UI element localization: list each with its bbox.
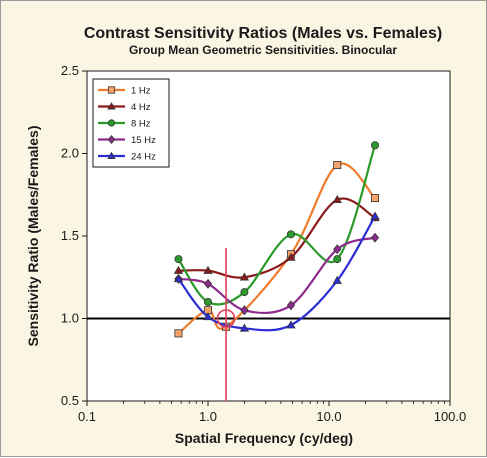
- legend-label-1-hz: 1 Hz: [131, 86, 151, 97]
- legend-label-4-hz: 4 Hz: [131, 102, 151, 113]
- y-tick-label: 2.5: [61, 63, 79, 78]
- x-axis-label: Spatial Frequency (cy/deg): [175, 430, 353, 446]
- legend-label-24-hz: 24 Hz: [131, 152, 156, 163]
- legend-label-8-hz: 8 Hz: [131, 119, 151, 130]
- y-tick-label: 1.0: [61, 311, 79, 326]
- data-point-8-hz: [204, 298, 211, 305]
- legend-label-15-hz: 15 Hz: [131, 135, 156, 146]
- x-tick-label: 1.0: [199, 409, 217, 424]
- data-point-1-hz: [175, 330, 182, 337]
- data-point-8-hz: [334, 256, 341, 263]
- data-point-8-hz: [287, 231, 294, 238]
- data-point-1-hz: [371, 194, 378, 201]
- y-tick-label: 1.5: [61, 228, 79, 243]
- data-point-8-hz: [241, 289, 248, 296]
- x-tick-label: 0.1: [78, 409, 96, 424]
- data-point-8-hz: [371, 142, 378, 149]
- y-axis-label: Sensitivity Ratio (Males/Females): [25, 126, 41, 347]
- x-tick-label: 10.0: [316, 409, 341, 424]
- data-point-8-hz: [175, 256, 182, 263]
- chart-subtitle: Group Mean Geometric Sensitivities. Bino…: [129, 43, 397, 57]
- legend-marker-8-hz: [108, 120, 114, 126]
- x-tick-label: 100.0: [434, 409, 467, 424]
- data-point-1-hz: [334, 161, 341, 168]
- legend-marker-1-hz: [108, 87, 114, 93]
- y-tick-label: 2.0: [61, 146, 79, 161]
- chart-title: Contrast Sensitivity Ratios (Males vs. F…: [84, 25, 442, 42]
- y-tick-label: 0.5: [61, 393, 79, 408]
